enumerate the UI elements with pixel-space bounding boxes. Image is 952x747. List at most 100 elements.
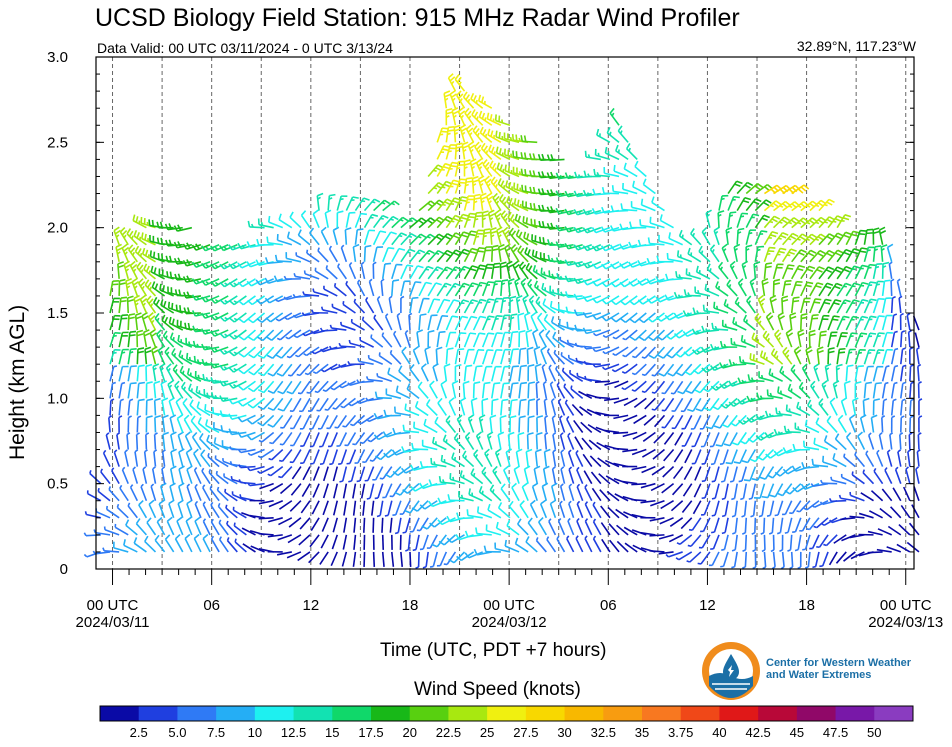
wind-barb xyxy=(257,448,275,459)
barb-staff xyxy=(125,280,130,297)
barb-staff xyxy=(552,337,565,348)
wind-barb xyxy=(440,454,456,468)
barb-flag xyxy=(463,265,470,270)
barb-staff xyxy=(382,466,393,480)
barb-staff xyxy=(481,349,489,365)
wind-barb xyxy=(729,466,738,483)
barb-staff xyxy=(400,551,404,567)
barb-flag xyxy=(577,262,582,267)
wind-barb xyxy=(404,329,411,348)
barb-staff xyxy=(148,503,157,519)
barb-staff xyxy=(445,349,449,365)
barb-staff xyxy=(472,332,480,348)
barb-flag xyxy=(139,294,146,300)
barb-staff xyxy=(194,503,202,519)
barb-flag xyxy=(153,449,158,453)
wind-barb xyxy=(713,226,720,245)
wind-barb xyxy=(647,312,665,323)
barb-flag xyxy=(553,349,557,354)
barb-flag xyxy=(434,416,439,423)
barb-flag xyxy=(374,391,378,398)
barb-flag xyxy=(625,143,631,150)
barb-flag xyxy=(218,536,222,540)
barb-flag xyxy=(516,518,522,525)
barb-flag xyxy=(154,534,160,541)
barb-staff xyxy=(640,482,656,489)
barb-flag xyxy=(609,244,615,251)
wind-barb xyxy=(136,415,142,433)
barb-staff xyxy=(241,414,256,423)
barb-staff xyxy=(135,523,147,536)
wind-barb xyxy=(126,295,134,314)
barb-staff xyxy=(345,414,357,428)
barb-flag xyxy=(447,129,455,132)
wind-barb xyxy=(246,431,265,441)
barb-staff xyxy=(140,486,148,502)
barb-flag xyxy=(116,247,123,252)
wind-barb xyxy=(610,205,629,213)
wind-barb xyxy=(238,448,256,454)
barb-staff xyxy=(596,278,611,287)
barb-staff xyxy=(718,266,729,280)
wind-barb xyxy=(476,506,493,519)
barb-staff xyxy=(168,307,184,314)
wind-barb xyxy=(312,466,320,481)
barb-flag xyxy=(232,245,237,250)
barb-staff xyxy=(331,534,339,550)
barb-staff xyxy=(481,229,486,245)
barb-staff xyxy=(705,212,711,228)
wind-barb xyxy=(319,551,329,565)
barb-staff xyxy=(436,180,447,195)
wind-barb xyxy=(436,180,453,195)
wind-barb xyxy=(257,397,275,410)
barb-flag xyxy=(488,144,492,151)
barb-staff xyxy=(311,500,320,515)
wind-barb xyxy=(125,519,138,536)
barb-staff xyxy=(177,226,193,232)
barb-staff xyxy=(259,465,275,475)
wind-barb xyxy=(214,455,229,468)
wind-barb xyxy=(365,296,375,314)
barb-flag xyxy=(435,166,442,172)
barb-flag xyxy=(154,283,159,290)
wind-barb xyxy=(471,109,484,126)
barb-flag xyxy=(154,414,162,419)
barb-staff xyxy=(341,466,348,482)
wind-barb xyxy=(463,282,479,297)
barb-flag xyxy=(487,281,495,284)
barb-flag xyxy=(610,205,614,212)
barb-flag xyxy=(612,336,617,340)
wind-barb xyxy=(566,321,583,331)
barb-staff xyxy=(632,431,647,440)
barb-flag xyxy=(160,237,163,245)
wind-barb xyxy=(177,334,193,348)
wind-barb xyxy=(612,346,629,357)
barb-staff xyxy=(571,403,584,416)
wind-barb xyxy=(525,329,533,348)
barb-flag xyxy=(387,367,391,374)
barb-staff xyxy=(300,214,311,229)
barb-staff xyxy=(694,432,702,447)
barb-staff xyxy=(524,252,538,263)
wind-barb xyxy=(508,500,520,519)
barb-flag xyxy=(226,537,230,541)
wind-barb xyxy=(320,534,329,549)
wind-barb xyxy=(344,227,352,245)
colorbar-label: Wind Speed (knots) xyxy=(414,679,581,700)
wind-barb xyxy=(580,421,593,434)
wind-barb xyxy=(202,518,211,536)
wind-barb xyxy=(451,452,465,468)
barb-flag xyxy=(637,299,644,305)
barb-flag xyxy=(573,261,579,268)
barb-staff xyxy=(304,272,320,280)
barb-flag xyxy=(223,264,228,268)
wind-barb xyxy=(292,293,311,298)
barb-staff xyxy=(454,349,459,365)
barb-staff xyxy=(431,482,447,487)
barb-staff xyxy=(713,328,729,331)
wind-barb xyxy=(365,414,384,423)
barb-flag xyxy=(505,180,509,187)
barb-staff xyxy=(463,230,472,246)
wind-barb xyxy=(414,400,429,417)
barb-staff xyxy=(458,517,474,520)
